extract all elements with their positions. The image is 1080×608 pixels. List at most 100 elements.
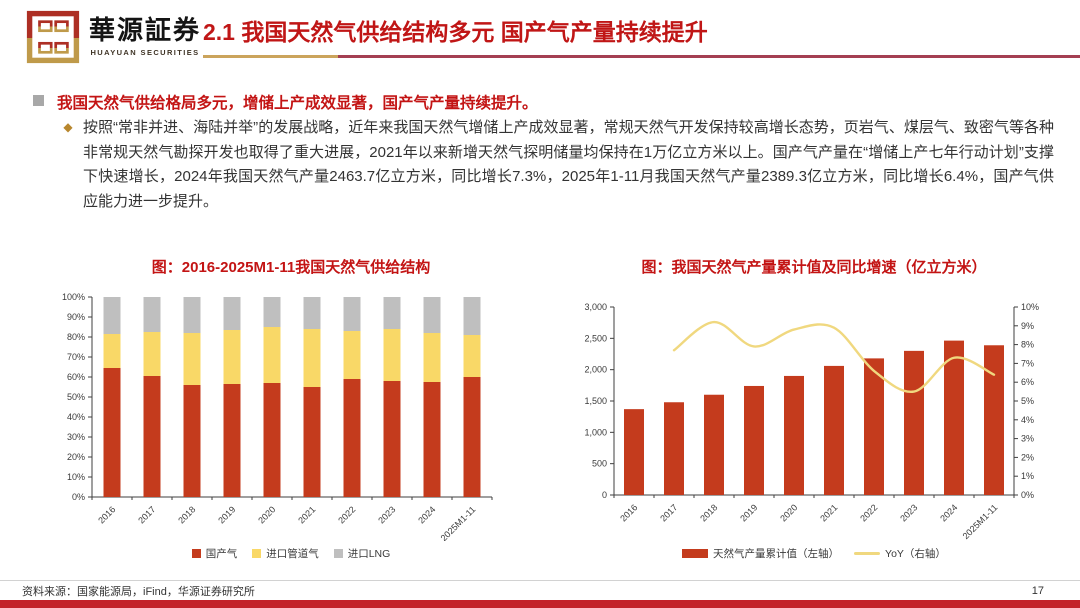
bar-segment [303,387,321,497]
svg-text:2,000: 2,000 [584,365,607,375]
bar-segment [343,379,361,497]
production-bar [904,350,924,495]
bar-segment [463,297,481,335]
body-paragraph-text: 按照“常非并进、海陆并举”的发展战略，近年来我国天然气增储上产成效显著，常规天然… [83,119,1054,210]
svg-text:2023: 2023 [376,504,397,525]
bar-segment [263,383,281,497]
page-number: 17 [1031,584,1044,597]
svg-text:2019: 2019 [738,502,759,523]
sub-bullet-icon: ◆ [63,120,73,134]
logo-name-en: HUAYUAN SECURITIES [90,47,200,57]
svg-text:2016: 2016 [96,504,117,525]
svg-text:40%: 40% [67,412,85,422]
bar-segment [183,385,201,497]
production-bars [624,340,1004,495]
svg-text:2025M1-11: 2025M1-11 [961,502,1000,541]
body-paragraph: ◆ 按照“常非并进、海陆并举”的发展战略，近年来我国天然气增储上产成效显著，常规… [62,116,1054,214]
production-bar [784,375,804,495]
bar-segment [383,329,401,381]
svg-text:1,500: 1,500 [584,396,607,406]
production-bar [984,345,1004,495]
svg-text:2%: 2% [1021,452,1034,462]
source-note: 资料来源：国家能源局，iFind，华源证券研究所 [22,585,255,598]
bar-segment [383,381,401,497]
bar-segment [143,297,161,332]
svg-text:9%: 9% [1021,321,1034,331]
legend-swatch-icon [191,549,201,558]
legend-item: 天然气产量累计值（左轴） [682,546,839,561]
svg-text:2018: 2018 [176,504,197,525]
title-underline [203,54,1080,58]
combo-chart-plot: 0 500 1,000 1,500 2,000 2,500 3,000 0% 1% 2% 3% 4% 5… [584,302,1039,541]
bar-segment [103,297,121,334]
legend-item: 进口LNG [333,546,391,561]
stacked-bar-chart: 0% 10% 20% 30% 40% 50% 60% 70% 80% 90% 100% 2016 201… [62,292,493,543]
bar-segment [103,334,121,368]
svg-text:60%: 60% [67,372,85,382]
svg-text:90%: 90% [67,312,85,322]
svg-text:4%: 4% [1021,415,1034,425]
svg-text:5%: 5% [1021,396,1034,406]
bar-segment [423,333,441,382]
svg-text:2,500: 2,500 [584,333,607,343]
logo-text: 華源証券 HUAYUAN SECURITIES [89,17,201,57]
production-bar [664,402,684,495]
bar-segment [183,297,201,333]
svg-text:2023: 2023 [898,502,919,523]
svg-text:2025M1-11: 2025M1-11 [439,504,478,541]
bottom-red-strip [0,600,1080,608]
svg-text:80%: 80% [67,332,85,342]
bar-segment [103,368,121,497]
bar-segment [423,297,441,333]
bar-segment [143,332,161,376]
production-bar [944,340,964,495]
legend-item: YoY（右轴） [854,546,946,561]
supply-structure-figure: 图：2016-2025M1-11我国天然气供给结构 0% 10% 20% 30% 40%… [50,256,532,561]
svg-text:7%: 7% [1021,358,1034,368]
svg-text:2019: 2019 [216,504,237,525]
svg-text:1,000: 1,000 [584,427,607,437]
svg-text:500: 500 [592,459,607,469]
legend-swatch-icon [854,552,881,555]
svg-text:2018: 2018 [698,502,719,523]
right-chart-title: 图：我国天然气产量累计值及同比增速（亿立方米） [641,259,987,276]
svg-text:20%: 20% [67,452,85,462]
svg-text:2016: 2016 [618,502,639,523]
title-block: 2.1 我国天然气供给结构多元 国产气产量持续提升 [203,15,1080,58]
left-chart-legend: 国产气 进口管道气 进口LNG [50,546,532,561]
svg-text:2024: 2024 [938,502,959,523]
bar-segment [423,382,441,497]
svg-text:2021: 2021 [296,504,317,525]
svg-text:2017: 2017 [658,502,679,523]
key-point: 我国天然气供给格局多元，增储上产成效显著，国产气产量持续提升。 [33,91,1056,113]
bar-segment [303,329,321,387]
production-bar [744,385,764,495]
stacked-bars [103,297,481,497]
legend-label: 国产气 [205,548,238,560]
legend-swatch-icon [682,549,709,558]
svg-text:50%: 50% [67,392,85,402]
production-bar [624,409,644,495]
legend-label: 进口LNG [347,548,391,560]
bar-segment [463,335,481,377]
svg-text:2017: 2017 [136,504,157,525]
charts-row: 图：2016-2025M1-11我国天然气供给结构 0% 10% 20% 30% 40%… [50,256,1068,561]
legend-item: 进口管道气 [252,546,319,561]
svg-text:0%: 0% [72,492,85,502]
bar-segment [343,331,361,379]
svg-text:2022: 2022 [336,504,357,525]
bar-segment [223,384,241,497]
svg-text:3%: 3% [1021,434,1034,444]
production-bar [824,365,844,495]
left-chart-title: 图：2016-2025M1-11我国天然气供给结构 [151,259,431,276]
bar-segment [463,377,481,497]
bar-segment [183,333,201,385]
svg-text:8%: 8% [1021,340,1034,350]
bar-segment [143,376,161,497]
square-bullet-icon [33,95,44,106]
bar-segment [223,330,241,384]
huayuan-logo: 華源証券 HUAYUAN SECURITIES [26,10,201,64]
production-bar [704,394,724,495]
svg-text:10%: 10% [67,472,85,482]
logo-name-cn: 華源証券 [89,16,202,47]
